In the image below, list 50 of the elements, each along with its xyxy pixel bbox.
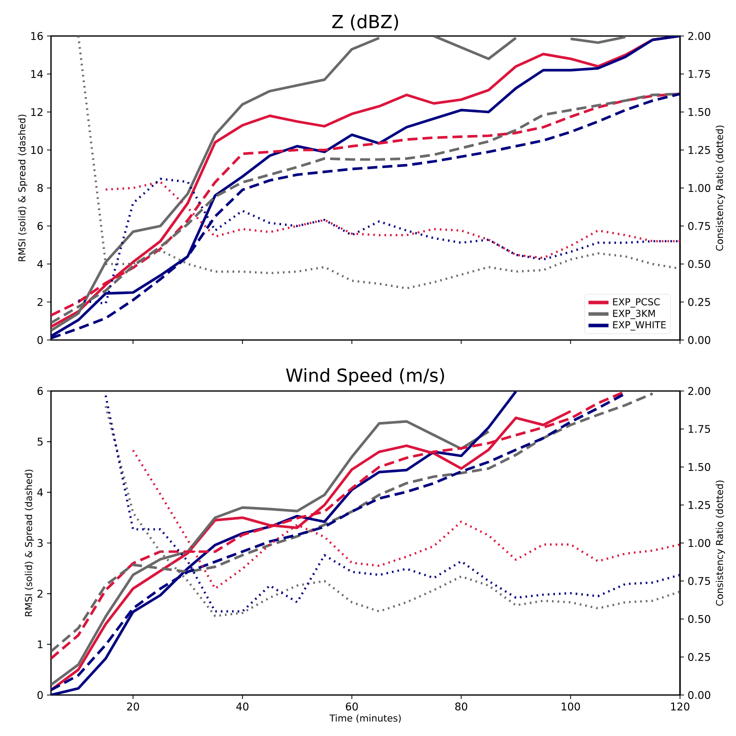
- y2-tick-label: 1.25: [688, 501, 710, 509]
- y2-tick-label: 1.00: [688, 184, 710, 192]
- y-tick-label: 2: [38, 298, 42, 306]
- chart-title: Wind Speed (m/s): [286, 368, 444, 386]
- y-tick-label: 8: [38, 184, 43, 192]
- legend-label: EXP_WHITE: [613, 321, 666, 330]
- y2-tick-label: 1.50: [688, 463, 710, 471]
- y-axis-title: RMSI (solid) & Spread (dashed): [24, 470, 34, 616]
- legend-label: EXP_3KM: [613, 310, 655, 320]
- x-tick-label: 100: [562, 702, 580, 710]
- y2-tick-label: 1.00: [688, 539, 710, 547]
- y-tick-label: 2: [38, 590, 42, 598]
- y-tick-label: 3: [38, 539, 43, 547]
- x-tick-label: 20: [127, 702, 140, 710]
- y2-tick-label: 0.50: [688, 260, 710, 268]
- x-tick-label: 80: [455, 702, 468, 710]
- y2-axis-title: Consistency Ratio (dotted): [716, 126, 725, 251]
- y-tick-label: 6: [38, 222, 43, 230]
- y-tick-label: 14: [31, 70, 43, 78]
- y-tick-label: 0: [37, 691, 43, 699]
- chart-title: Z (dBZ): [332, 14, 398, 30]
- y2-tick-label: 0.25: [688, 298, 710, 306]
- x-tick-label: 60: [346, 702, 358, 710]
- y2-tick-label: 2.00: [688, 387, 710, 395]
- y-tick-label: 4: [37, 260, 43, 268]
- y2-tick-label: 2.00: [688, 32, 710, 40]
- y2-tick-label: 0.75: [688, 577, 710, 585]
- y2-tick-label: 1.75: [688, 425, 710, 433]
- y-tick-label: 10: [31, 146, 43, 154]
- y-tick-label: 5: [38, 438, 43, 446]
- legend-label: EXP_PCSC: [613, 298, 660, 308]
- y2-tick-label: 1.50: [688, 108, 710, 116]
- y-tick-label: 4: [37, 488, 43, 496]
- y-tick-label: 0: [37, 336, 43, 344]
- y2-axis-title: Consistency Ratio (dotted): [716, 480, 725, 606]
- x-axis-title: Time (minutes): [329, 714, 401, 723]
- y-tick-label: 6: [38, 387, 43, 395]
- x-tick-label: 40: [236, 702, 248, 710]
- y2-tick-label: 1.25: [688, 146, 710, 154]
- y-tick-label: 1: [38, 640, 43, 648]
- y-tick-label: 16: [31, 32, 43, 40]
- y-axis-title: RMSI (solid) & Spread (dashed): [18, 114, 28, 262]
- y-tick-label: 12: [31, 108, 42, 116]
- y2-tick-label: 0.50: [688, 615, 710, 623]
- y2-tick-label: 0.00: [688, 336, 710, 344]
- y2-tick-label: 1.75: [688, 70, 710, 78]
- y2-tick-label: 0.75: [688, 222, 710, 230]
- y2-tick-label: 0.25: [688, 653, 710, 661]
- x-tick-label: 120: [671, 702, 690, 710]
- y2-tick-label: 0.00: [688, 691, 710, 699]
